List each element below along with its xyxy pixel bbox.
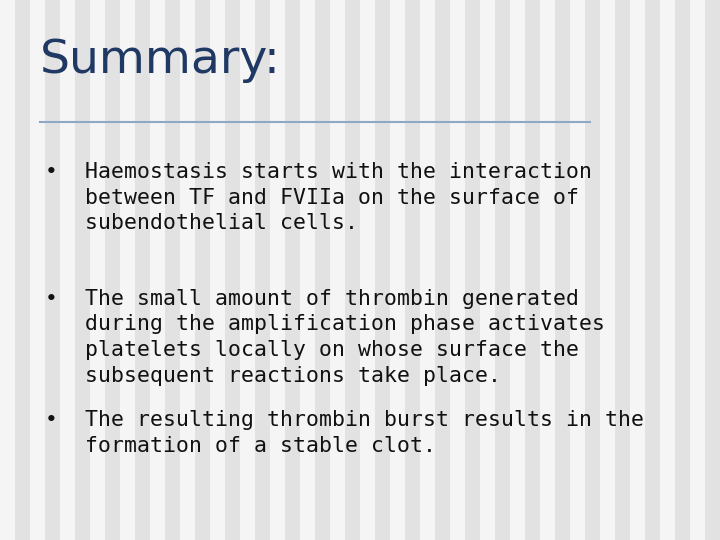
FancyBboxPatch shape: [60, 0, 75, 540]
FancyBboxPatch shape: [495, 0, 510, 540]
FancyBboxPatch shape: [195, 0, 210, 540]
FancyBboxPatch shape: [375, 0, 390, 540]
FancyBboxPatch shape: [570, 0, 585, 540]
Text: The resulting thrombin burst results in the
 formation of a stable clot.: The resulting thrombin burst results in …: [72, 410, 644, 456]
FancyBboxPatch shape: [0, 0, 15, 540]
FancyBboxPatch shape: [435, 0, 450, 540]
Text: •: •: [45, 162, 58, 182]
FancyBboxPatch shape: [420, 0, 435, 540]
FancyBboxPatch shape: [660, 0, 675, 540]
FancyBboxPatch shape: [240, 0, 255, 540]
FancyBboxPatch shape: [135, 0, 150, 540]
FancyBboxPatch shape: [345, 0, 360, 540]
FancyBboxPatch shape: [210, 0, 225, 540]
FancyBboxPatch shape: [150, 0, 165, 540]
Text: •: •: [45, 410, 58, 430]
FancyBboxPatch shape: [300, 0, 315, 540]
FancyBboxPatch shape: [225, 0, 240, 540]
FancyBboxPatch shape: [315, 0, 330, 540]
Text: The small amount of thrombin generated
 during the amplification phase activates: The small amount of thrombin generated d…: [72, 289, 605, 386]
FancyBboxPatch shape: [540, 0, 555, 540]
FancyBboxPatch shape: [450, 0, 465, 540]
FancyBboxPatch shape: [705, 0, 720, 540]
FancyBboxPatch shape: [555, 0, 570, 540]
FancyBboxPatch shape: [180, 0, 195, 540]
Text: •: •: [45, 289, 58, 309]
FancyBboxPatch shape: [675, 0, 690, 540]
FancyBboxPatch shape: [255, 0, 270, 540]
FancyBboxPatch shape: [360, 0, 375, 540]
FancyBboxPatch shape: [75, 0, 90, 540]
FancyBboxPatch shape: [645, 0, 660, 540]
Text: Haemostasis starts with the interaction
 between TF and FVIIa on the surface of
: Haemostasis starts with the interaction …: [72, 162, 592, 233]
FancyBboxPatch shape: [330, 0, 345, 540]
FancyBboxPatch shape: [465, 0, 480, 540]
FancyBboxPatch shape: [585, 0, 600, 540]
FancyBboxPatch shape: [105, 0, 120, 540]
FancyBboxPatch shape: [615, 0, 630, 540]
FancyBboxPatch shape: [120, 0, 135, 540]
FancyBboxPatch shape: [45, 0, 60, 540]
FancyBboxPatch shape: [15, 0, 30, 540]
FancyBboxPatch shape: [270, 0, 285, 540]
FancyBboxPatch shape: [480, 0, 495, 540]
FancyBboxPatch shape: [165, 0, 180, 540]
FancyBboxPatch shape: [390, 0, 405, 540]
FancyBboxPatch shape: [285, 0, 300, 540]
FancyBboxPatch shape: [30, 0, 45, 540]
FancyBboxPatch shape: [510, 0, 525, 540]
FancyBboxPatch shape: [525, 0, 540, 540]
FancyBboxPatch shape: [630, 0, 645, 540]
FancyBboxPatch shape: [690, 0, 705, 540]
FancyBboxPatch shape: [600, 0, 615, 540]
FancyBboxPatch shape: [90, 0, 105, 540]
Text: Summary:: Summary:: [40, 38, 281, 83]
FancyBboxPatch shape: [405, 0, 420, 540]
